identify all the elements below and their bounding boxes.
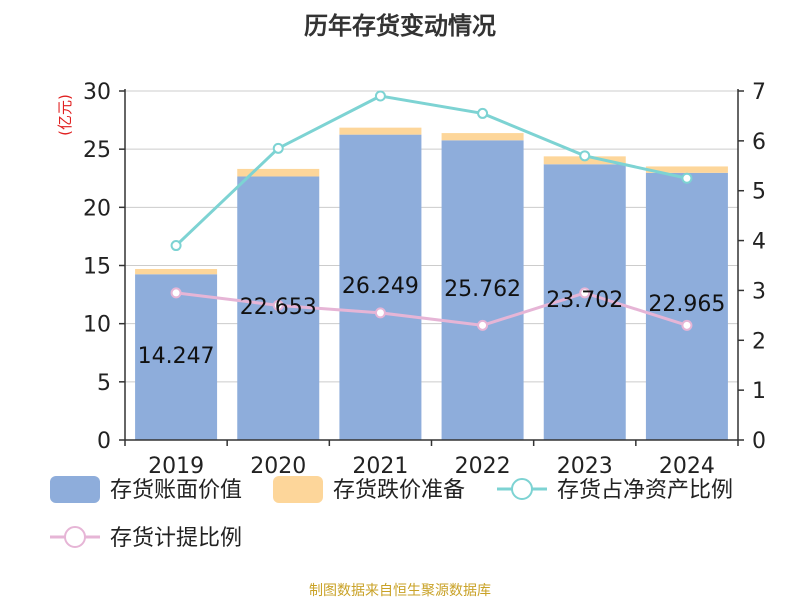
legend-label: 存货计提比例: [110, 526, 242, 551]
legend-label: 存货跌价准备: [333, 478, 465, 503]
bar-provision: [441, 133, 524, 141]
point-provision-ratio: [477, 319, 489, 331]
point-provision-ratio: [170, 287, 182, 299]
point-net-asset-ratio: [477, 107, 489, 119]
line-provision-ratio: [175, 291, 688, 327]
point-net-asset-ratio: [374, 90, 386, 102]
y-left-tick-label: 0: [97, 429, 111, 454]
bar-provision: [645, 166, 728, 173]
legend-swatch: [50, 476, 100, 503]
y-left-tick-label: 5: [97, 371, 111, 396]
legend-swatch-marker: [511, 478, 533, 500]
point-net-asset-ratio: [579, 150, 591, 162]
bar-book-value: [645, 172, 728, 440]
legend-label: 存货账面价值: [110, 478, 242, 503]
bar-value-label: 22.653: [240, 295, 317, 320]
point-provision-ratio: [374, 307, 386, 319]
y-left-tick-label: 25: [83, 138, 111, 163]
point-provision-ratio: [681, 319, 693, 331]
bar-provision: [237, 168, 320, 177]
y-right-tick-label: 6: [752, 130, 766, 155]
point-provision-ratio: [272, 299, 284, 311]
chart-title: 历年存货变动情况: [304, 12, 496, 40]
legend-label: 存货占净资产比例: [557, 478, 733, 503]
legend-swatch: [273, 476, 323, 503]
point-net-asset-ratio: [681, 172, 693, 184]
y-right-tick-label: 0: [752, 429, 766, 454]
line-net-asset-ratio: [175, 94, 688, 247]
axes: 0 5 10 15 20 25 30 0 1 2 3 4 5 6 7 2019 2020 2021 2022 2023…: [56, 80, 766, 479]
bar-series: [135, 127, 728, 441]
x-tick-label: 2020: [250, 454, 306, 479]
x-tick-label: 2024: [659, 454, 715, 479]
y-right-tick-label: 3: [752, 279, 766, 304]
bar-value-label: 23.702: [546, 288, 623, 313]
y-right-tick-label: 1: [752, 379, 766, 404]
x-tick-label: 2021: [352, 454, 408, 479]
y-right-tick-label: 5: [752, 180, 766, 205]
x-tick-label: 2019: [148, 454, 204, 479]
y-left-tick-label: 10: [83, 313, 111, 338]
point-net-asset-ratio: [272, 142, 284, 154]
bar-value-label: 22.965: [648, 292, 725, 317]
legend-swatch-marker: [64, 526, 86, 548]
y-right-tick-label: 2: [752, 329, 766, 354]
source-note: 制图数据来自恒生聚源数据库: [309, 583, 491, 599]
point-net-asset-ratio: [170, 240, 182, 252]
bar-provision: [339, 127, 422, 135]
bar-provision: [135, 269, 218, 275]
bar-value-label: 14.247: [138, 344, 215, 369]
x-tick-label: 2023: [557, 454, 613, 479]
y-left-tick-label: 30: [83, 80, 111, 105]
bar-book-value: [135, 274, 218, 440]
y-left-tick-label: 15: [83, 255, 111, 280]
y-left-tick-label: 20: [83, 196, 111, 221]
data-labels: 14.247 22.653 26.249 25.762 23.702 22.965: [138, 274, 726, 369]
bar-book-value: [339, 134, 422, 440]
line-series: [170, 90, 693, 331]
point-provision-ratio: [579, 287, 591, 299]
y-right-tick-label: 7: [752, 80, 766, 105]
x-tick-label: 2022: [455, 454, 511, 479]
bar-book-value: [441, 140, 524, 440]
grid-lines: [125, 90, 738, 383]
bar-value-label: 26.249: [342, 274, 419, 299]
y-right-tick-label: 4: [752, 230, 766, 255]
y-left-unit-label: (亿元): [56, 94, 74, 136]
bar-value-label: 25.762: [444, 277, 521, 302]
